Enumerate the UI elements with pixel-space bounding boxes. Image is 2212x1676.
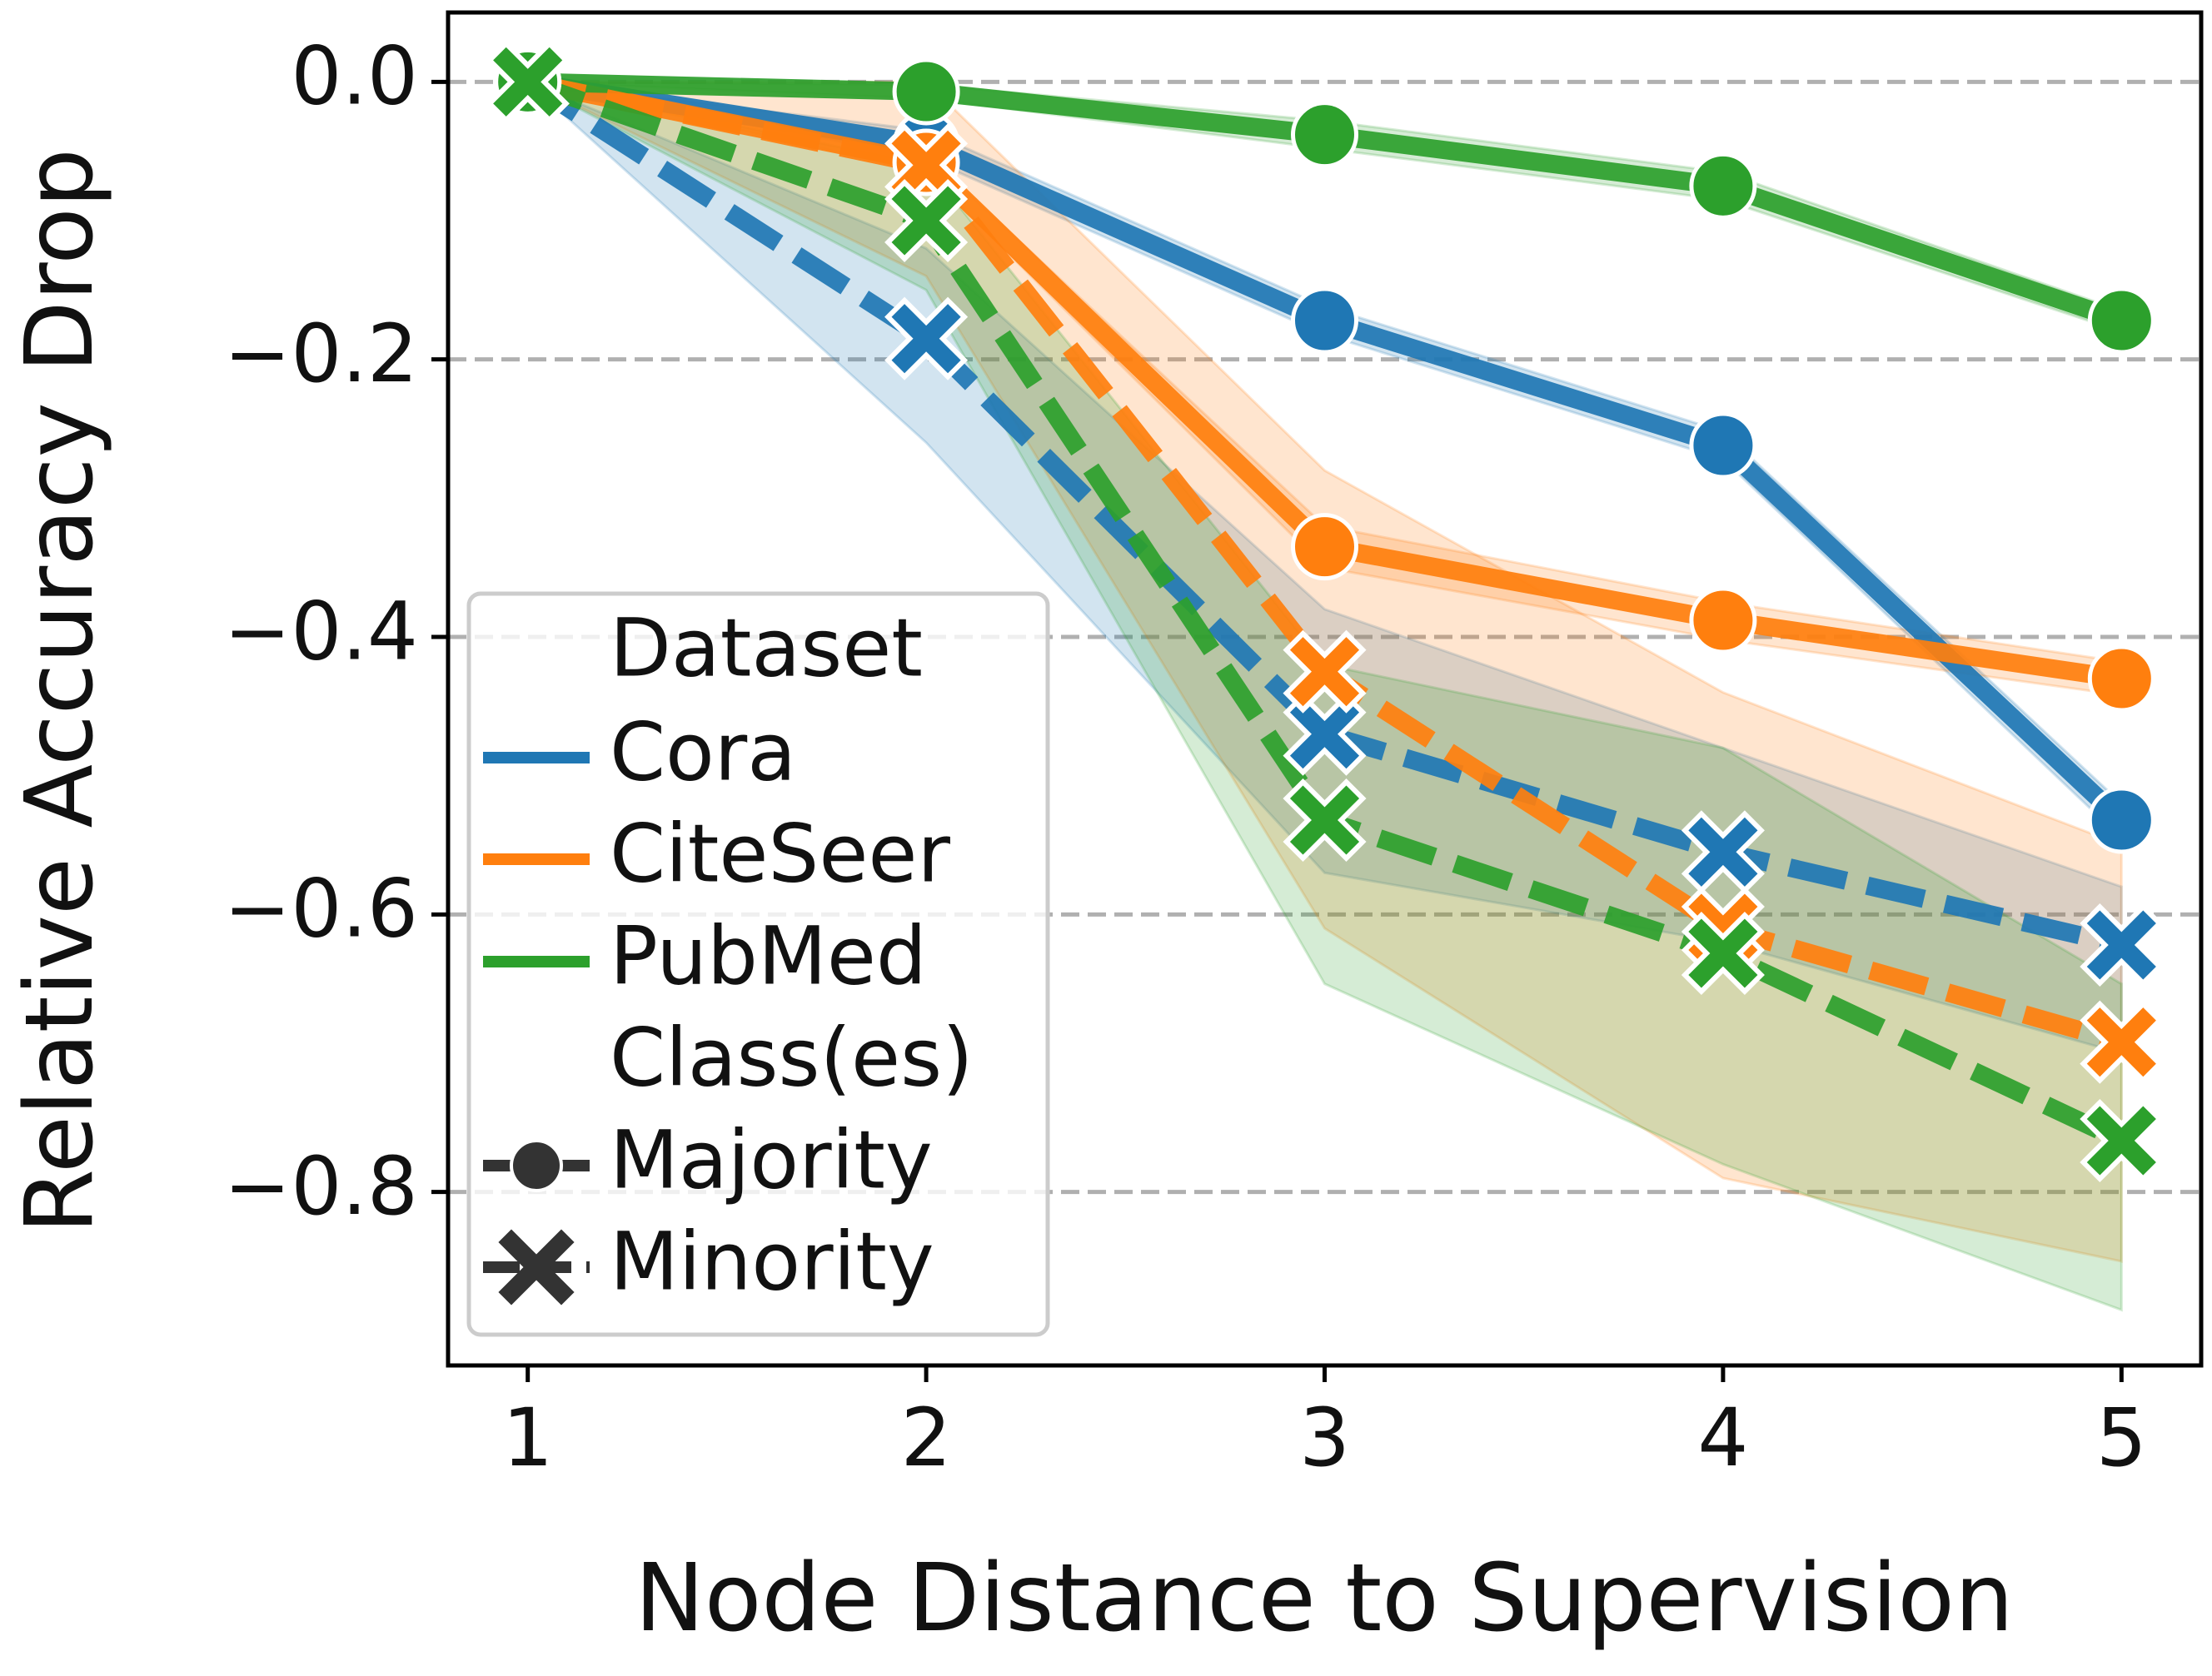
y-tick-label: −0.4 [224,584,418,678]
point-cross [891,186,961,256]
point-pubmed-minority [1681,911,1765,996]
point-pubmed-minority [884,178,969,263]
point-pubmed-majority [2087,286,2155,355]
point-citeseer-majority [2087,644,2155,713]
y-axis-ticks: 0.0 −0.2 −0.4 −0.6 −0.8 [224,30,448,1233]
series-markers [486,40,2164,1183]
legend-label-citeseer: CiteSeer [610,807,950,900]
point-pubmed-minority [486,40,570,124]
point-pubmed-minority [1283,778,1367,863]
point-cross [891,304,961,374]
legend-marker-minority [498,1229,575,1305]
point-cross [1289,785,1360,855]
legend-marker-majority [510,1139,563,1192]
point-citeseer-minority [884,123,969,207]
point-cora-minority [1681,810,1765,894]
point-cross [1289,637,1360,707]
point-pubmed-majority [1291,101,1358,169]
point-cross [493,47,563,117]
x-tick-label: 5 [2096,1391,2147,1485]
y-tick-label: −0.6 [224,863,418,956]
x-axis-label: Node Distance to Supervision [635,1544,2014,1653]
point-pubmed-majority [1689,152,1757,220]
point-cross [1688,918,1758,988]
legend-label-cora: Cora [610,705,796,798]
point-cross [2086,910,2156,980]
point-cora-majority [1291,286,1358,355]
legend: Dataset Cora CiteSeer PubMed Class(es) M… [466,591,1050,1337]
point-pubmed-minority [2080,1098,2164,1183]
point-cross [2086,1007,2156,1077]
legend-label-pubmed: PubMed [610,909,927,1002]
point-pubmed-majority [892,57,960,126]
legend-label-minority: Minority [610,1215,934,1308]
y-tick-label: −0.8 [224,1140,418,1233]
point-cross [2086,1106,2156,1176]
legend-label-majority: Majority [610,1113,933,1206]
legend-box [466,591,1050,1337]
x-axis-ticks: 1 2 3 4 5 [502,1365,2147,1485]
point-cora-majority [1689,411,1757,480]
point-citeseer-majority [1689,586,1757,654]
y-axis-label: Relative Accuracy Drop [6,148,114,1234]
point-citeseer-majority [1291,513,1358,581]
x-tick-label: 4 [1697,1391,1748,1485]
x-tick-label: 2 [901,1391,952,1485]
point-cross [1688,817,1758,887]
point-cross [1289,699,1360,769]
point-cora-minority [1283,692,1367,776]
legend-title-class: Class(es) [610,1011,974,1104]
point-cross [891,130,961,200]
y-tick-label: −0.2 [224,307,418,400]
x-tick-label: 1 [502,1391,553,1485]
point-citeseer-minority [2080,1000,2164,1084]
point-cora-minority [884,296,969,380]
point-cora-majority [2087,786,2155,854]
y-tick-label: 0.0 [291,30,418,123]
x-tick-label: 3 [1299,1391,1350,1485]
legend-title-dataset: Dataset [610,601,923,694]
point-citeseer-minority [1283,629,1367,714]
point-cora-minority [2080,903,2164,987]
